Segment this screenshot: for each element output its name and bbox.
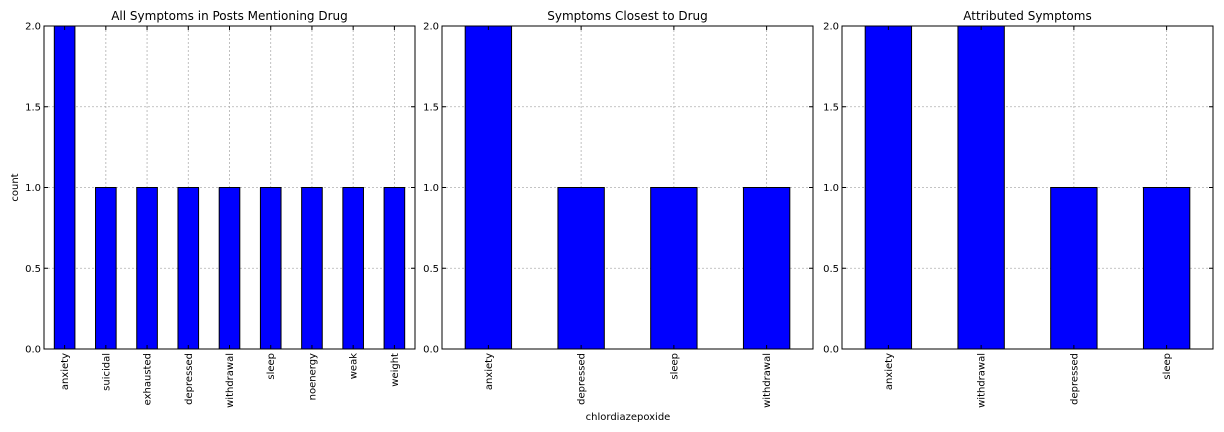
bar-anxiety [53,25,76,350]
x-tick-label: withdrawal [762,353,773,408]
chart-title: Attributed Symptoms [963,9,1091,23]
y-tick-label: 0.0 [823,345,839,356]
y-tick-label: 2.0 [25,22,41,33]
bar-sleep [650,187,698,350]
y-tick-label: 1.5 [25,102,41,113]
y-tick-label: 1.0 [823,183,839,194]
shared-x-axis-label: chlordiazepoxide [586,412,671,423]
y-tick-label: 1.5 [823,102,839,113]
bar-withdrawal [218,187,241,350]
x-tick-label: anxiety [484,353,495,390]
x-tick-label: weight [390,353,401,387]
x-tick-label: withdrawal [977,353,988,408]
x-tick-label: sleep [669,353,680,380]
x-tick-label: depressed [184,353,195,405]
x-tick-label: weak [349,353,360,379]
x-tick-label: sleep [1162,353,1173,380]
x-tick-label: noenergy [307,353,318,400]
y-tick-label: 1.0 [25,183,41,194]
chart-panel-3: 0.0 0.5 1.0 1.5 2.0 anxiety withdrawal depresse… [823,9,1214,408]
chart-panel-1: 0.0 0.5 1.0 1.5 2.0 anxiety suicidal exhausted d… [10,9,416,408]
y-tick-label: 0.5 [423,264,439,275]
bar-depressed [1050,187,1098,350]
chart-panel-2: 0.0 0.5 1.0 1.5 2.0 anxiety depressed sleep with… [423,9,814,408]
x-tick-label: depressed [1069,353,1080,405]
y-tick-label: 0.5 [823,264,839,275]
y-tick-label: 2.0 [823,22,839,33]
x-tick-label: suicidal [101,353,112,391]
bar-depressed [557,187,605,350]
chart-title: Symptoms Closest to Drug [547,9,708,23]
x-tick-label: anxiety [60,353,71,390]
bar-anxiety [864,25,913,350]
bar-exhausted [136,187,158,350]
bar-depressed [177,187,200,350]
y-tick-label: 2.0 [423,22,439,33]
x-tick-label: depressed [577,353,588,405]
bar-withdrawal [957,25,1005,350]
bar-withdrawal [742,187,791,350]
bar-sleep [259,187,282,350]
bar-weight [383,187,406,350]
y-axis-label: count [10,173,21,201]
bar-anxiety [464,25,513,350]
bar-suicidal [95,187,117,350]
x-tick-label: sleep [266,353,277,380]
y-tick-label: 1.0 [423,183,439,194]
y-tick-label: 0.0 [25,345,41,356]
x-tick-label: exhausted [143,353,154,405]
bar-noenergy [301,187,323,350]
x-tick-label: anxiety [884,353,895,390]
bar-sleep [1142,187,1191,350]
x-tick-label: withdrawal [225,353,236,408]
y-tick-label: 1.5 [423,102,439,113]
chart-title: All Symptoms in Posts Mentioning Drug [111,9,348,23]
bar-weak [342,187,364,350]
y-tick-label: 0.0 [423,345,439,356]
y-tick-label: 0.5 [25,264,41,275]
